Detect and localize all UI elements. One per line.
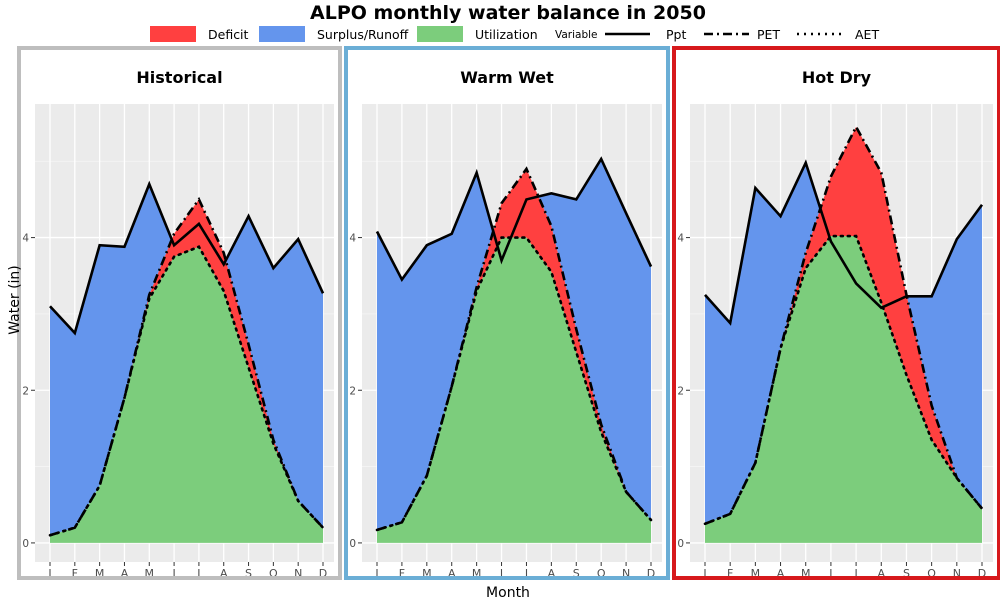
aet-line: [48, 245, 325, 537]
x-tick-label: O: [927, 567, 936, 580]
legend: Deficit Surplus/Runoff Utilization Variable…: [150, 26, 879, 42]
y-tick-label: 4: [22, 233, 29, 245]
x-tick-label: F: [727, 567, 733, 580]
x-tick-label: J: [196, 567, 200, 580]
x-tick-label: S: [573, 567, 580, 580]
legend-line-label-2: AET: [855, 27, 879, 42]
legend-label-1: Surplus/Runoff: [317, 27, 409, 42]
y-axis-label: Water (in): [7, 265, 23, 335]
x-axis-label: Month: [486, 585, 530, 600]
panel-title: Historical: [136, 68, 222, 87]
pet-line: [376, 166, 652, 532]
x-tick-label: J: [171, 567, 175, 580]
legend-label-2: Utilization: [475, 27, 538, 42]
x-tick-label: A: [777, 567, 785, 580]
x-tick-label: N: [953, 567, 961, 580]
y-tick-label: 0: [677, 538, 684, 550]
x-tick-label: F: [399, 567, 405, 580]
x-tick-label: S: [245, 567, 252, 580]
x-tick-label: O: [269, 567, 278, 580]
x-tick-label: N: [294, 567, 302, 580]
x-tick-label: M: [472, 567, 482, 580]
panel-1: 0 2 4 J F M A M J J A S O N D Warm Wet: [344, 46, 670, 580]
x-tick-label: A: [448, 567, 456, 580]
ppt-line: [704, 159, 984, 326]
surplus-runoff-area: [705, 126, 982, 524]
utilization-area: [377, 237, 651, 543]
legend-key-0: [150, 26, 196, 42]
aet-line: [703, 234, 984, 526]
legend-line-label-1: PET: [757, 27, 780, 42]
facet-panels: 0 2 4 J F M A M J J A S O N D Historical 0 2 4 J F M A M J J A S O N D…: [17, 46, 1000, 580]
x-tick-label: D: [978, 567, 986, 580]
ppt-line: [375, 156, 653, 283]
panel-border: [672, 46, 1000, 580]
legend-key-2: [417, 26, 463, 42]
y-tick-label: 2: [677, 385, 684, 397]
x-tick-label: A: [878, 567, 886, 580]
panel-0: 0 2 4 J F M A M J J A S O N D Historical: [17, 46, 342, 580]
legend-lines-title: Variable: [555, 29, 598, 41]
legend-label-0: Deficit: [208, 27, 249, 42]
x-tick-label: M: [801, 567, 811, 580]
x-tick-label: J: [374, 567, 378, 580]
utilization-area: [705, 236, 982, 543]
x-tick-label: J: [47, 567, 51, 580]
chart-title: ALPO monthly water balance in 2050: [310, 2, 706, 24]
x-tick-label: M: [145, 567, 155, 580]
ppt-line: [49, 180, 325, 336]
deficit-area: [705, 126, 982, 524]
y-tick-label: 2: [22, 385, 29, 397]
surplus-runoff-area: [50, 184, 323, 536]
x-tick-label: J: [828, 567, 832, 580]
x-tick-label: A: [121, 567, 129, 580]
y-tick-label: 4: [677, 233, 684, 245]
x-tick-label: S: [903, 567, 910, 580]
panel-border: [17, 46, 342, 580]
x-tick-label: N: [622, 567, 630, 580]
x-tick-label: F: [72, 567, 78, 580]
panel-title: Warm Wet: [460, 68, 554, 87]
utilization-area: [50, 246, 323, 543]
legend-line-label-0: Ppt: [666, 27, 686, 42]
panel-border: [344, 46, 670, 580]
x-tick-label: M: [422, 567, 432, 580]
y-tick-label: 4: [349, 233, 356, 245]
surplus-runoff-area: [377, 158, 651, 530]
x-tick-label: J: [499, 567, 503, 580]
x-tick-label: M: [751, 567, 761, 580]
x-tick-label: J: [524, 567, 528, 580]
y-tick-label: 2: [349, 385, 356, 397]
x-tick-label: M: [95, 567, 105, 580]
panel-title: Hot Dry: [802, 68, 872, 87]
x-tick-label: J: [702, 567, 706, 580]
y-tick-label: 0: [22, 538, 29, 550]
x-tick-label: A: [220, 567, 228, 580]
x-tick-label: A: [548, 567, 556, 580]
panel-2: 0 2 4 J F M A M J J A S O N D Hot Dry: [672, 46, 1000, 580]
x-tick-label: J: [853, 567, 857, 580]
x-tick-label: O: [597, 567, 606, 580]
x-tick-label: D: [319, 567, 327, 580]
y-tick-label: 0: [349, 538, 356, 550]
legend-key-1: [259, 26, 305, 42]
x-tick-label: D: [647, 567, 655, 580]
